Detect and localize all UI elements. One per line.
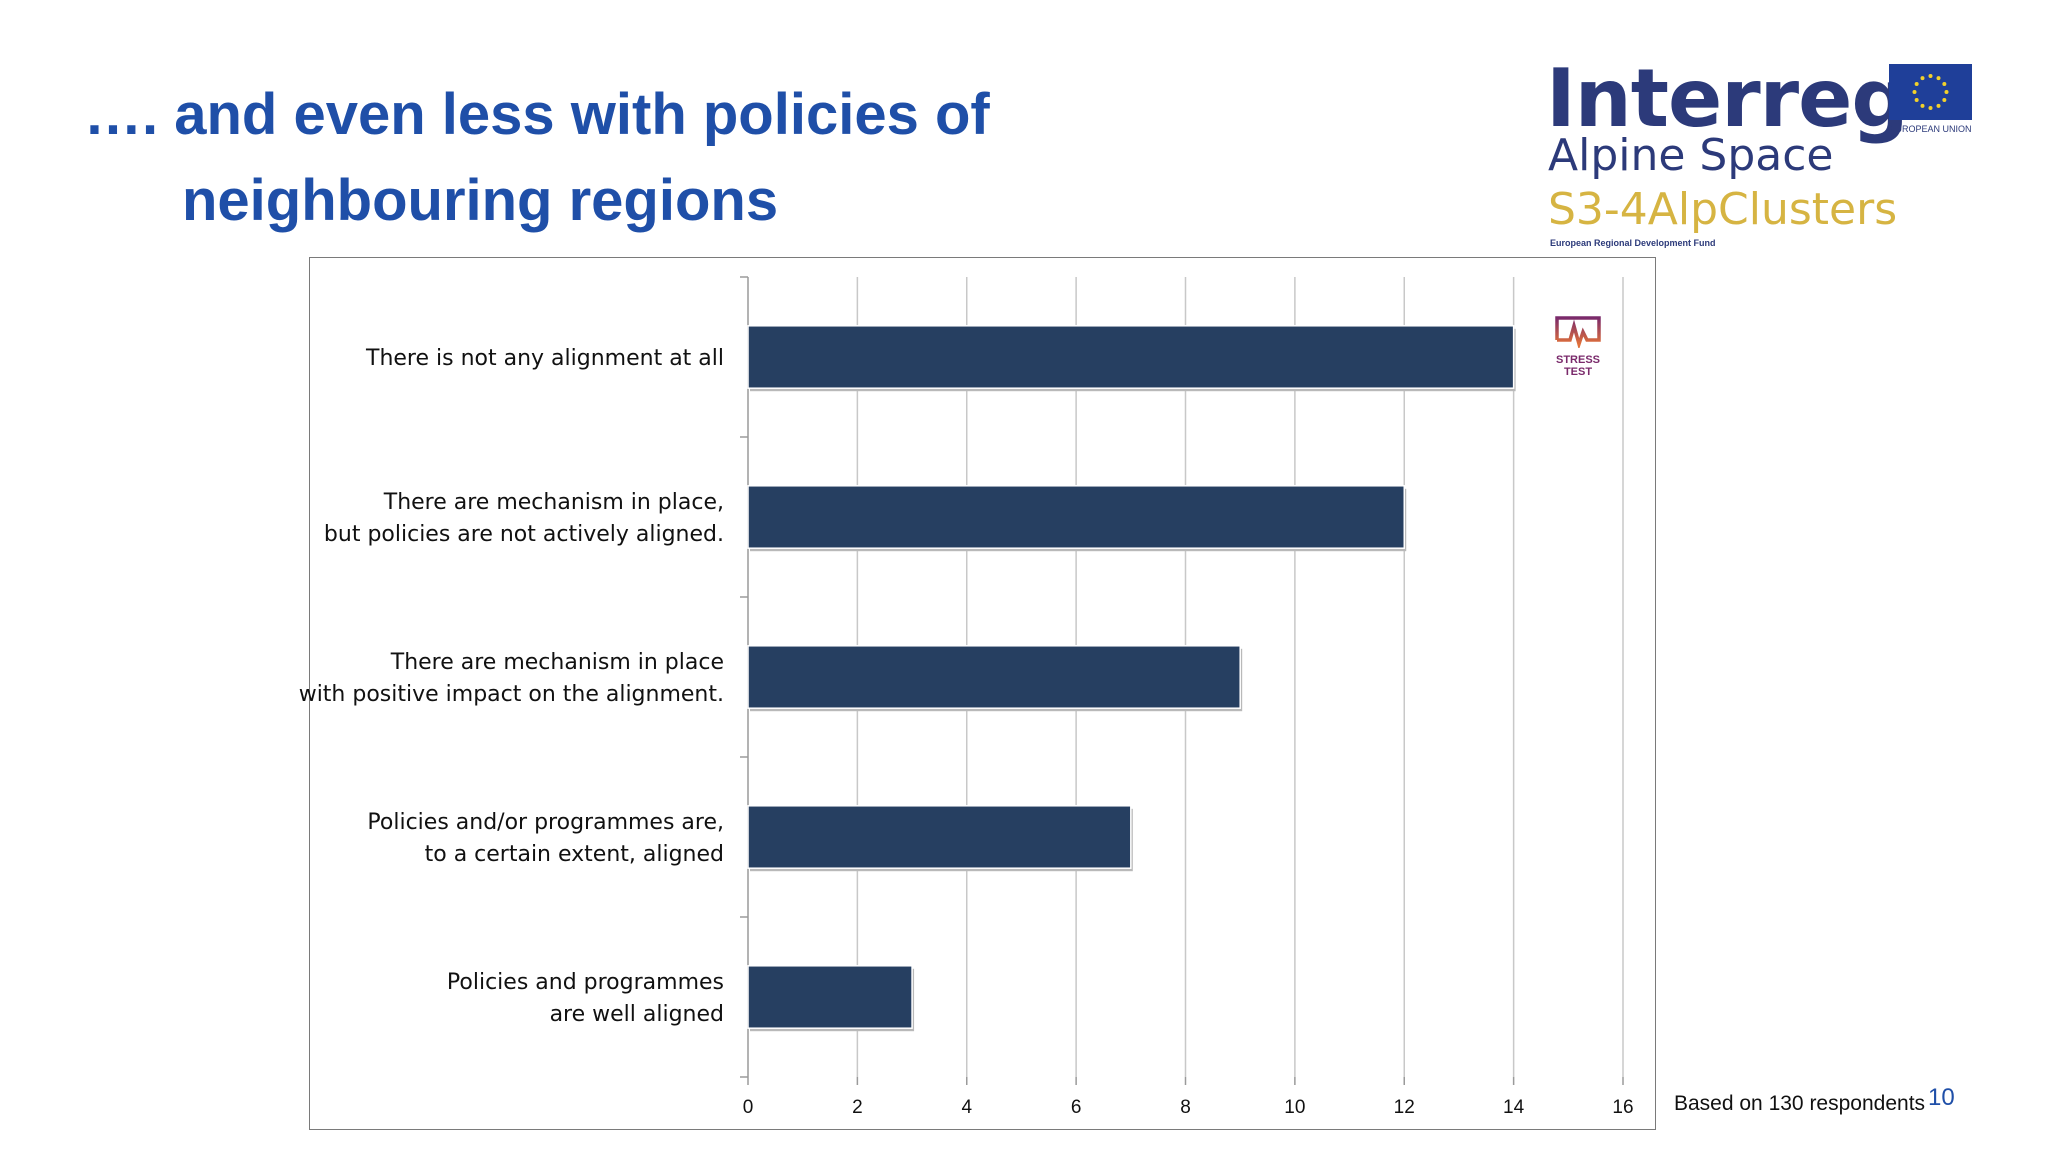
logo-alpine-text: Alpine Space xyxy=(1548,130,1834,181)
eu-star xyxy=(1928,74,1933,78)
eu-star xyxy=(1920,103,1925,108)
eu-star xyxy=(1914,82,1919,86)
page-number: 10 xyxy=(1928,1084,1955,1111)
category-label: are well aligned xyxy=(550,1002,724,1027)
slide-title: …. and even less with policies of neighb… xyxy=(84,72,1084,244)
title-line-1: …. and even less with policies of xyxy=(84,82,990,147)
eu-flag-icon xyxy=(1889,64,1972,120)
category-label: There are mechanism in place, xyxy=(383,490,724,515)
eu-star xyxy=(1914,98,1919,102)
bar xyxy=(747,485,1405,549)
stress-test-logo: STRESS TEST xyxy=(1546,314,1610,378)
eu-star xyxy=(1920,76,1925,81)
logo-fund-text: European Regional Development Fund xyxy=(1550,238,1716,248)
x-tick-label: 6 xyxy=(1071,1097,1082,1118)
interreg-logo: Interreg Alpine Space S3-4AlpClusters Eu… xyxy=(1546,52,1976,260)
category-label: There is not any alignment at all xyxy=(365,346,724,371)
respondents-note: Based on 130 respondents xyxy=(1674,1092,1926,1115)
eu-star xyxy=(1936,76,1941,81)
x-tick-label: 2 xyxy=(852,1097,863,1118)
stress-label-1: STRESS xyxy=(1555,354,1600,366)
category-label: but policies are not actively aligned. xyxy=(324,522,724,547)
bar xyxy=(747,805,1132,869)
x-tick-label: 12 xyxy=(1394,1097,1415,1118)
eu-star xyxy=(1928,106,1933,110)
eu-star xyxy=(1942,98,1947,102)
eu-star xyxy=(1944,90,1949,94)
bar xyxy=(747,965,913,1029)
x-tick-label: 8 xyxy=(1180,1097,1191,1118)
title-line-2: neighbouring regions xyxy=(182,168,779,233)
stress-label-2: TEST xyxy=(1563,366,1593,378)
x-tick-label: 4 xyxy=(961,1097,972,1118)
category-label: with positive impact on the alignment. xyxy=(299,682,724,707)
category-label: Policies and/or programmes are, xyxy=(367,810,724,835)
category-label: to a certain extent, aligned xyxy=(425,842,724,867)
bar xyxy=(747,325,1515,389)
eu-star xyxy=(1942,82,1947,86)
bar xyxy=(747,645,1241,709)
x-tick-label: 14 xyxy=(1503,1097,1525,1118)
x-tick-label: 0 xyxy=(743,1097,754,1118)
stress-test-icon xyxy=(1555,316,1601,350)
logo-project-text: S3-4AlpClusters xyxy=(1548,184,1898,235)
eu-star xyxy=(1912,90,1917,94)
logo-interreg-text: Interreg xyxy=(1546,52,1909,145)
x-tick-label: 16 xyxy=(1612,1097,1633,1118)
eu-label: EUROPEAN UNION xyxy=(1889,124,1972,134)
category-label: There are mechanism in place xyxy=(390,650,724,675)
x-tick-label: 10 xyxy=(1284,1097,1305,1118)
category-label: Policies and programmes xyxy=(447,970,724,995)
eu-star xyxy=(1936,103,1941,108)
